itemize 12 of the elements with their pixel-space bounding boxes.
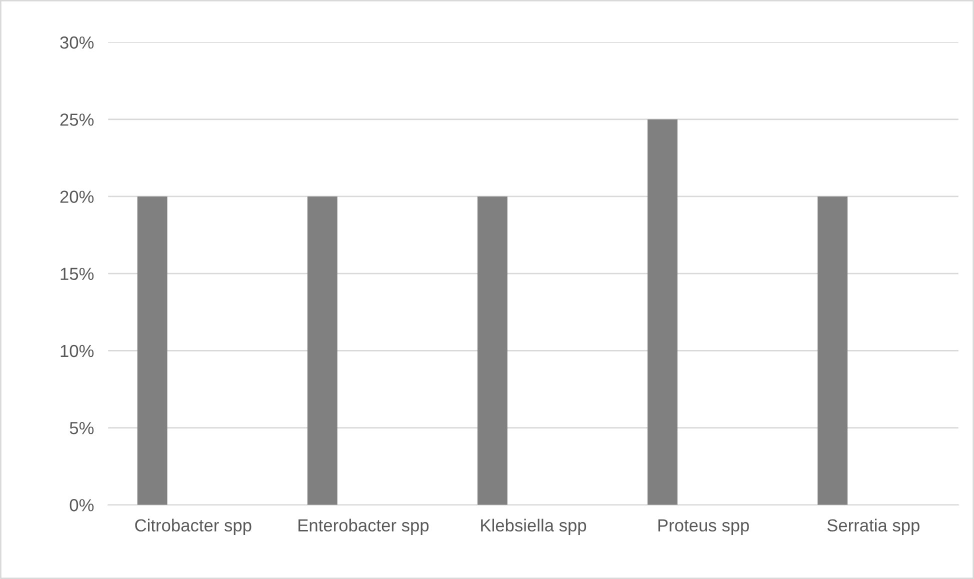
- y-tick-label: 15%: [60, 268, 94, 280]
- y-tick-label: 30%: [60, 36, 94, 49]
- x-tick-label: Proteus spp: [658, 519, 749, 535]
- y-tick-label: 10%: [60, 344, 94, 358]
- y-tick-label: 25%: [60, 114, 94, 126]
- x-tick-label: Klebsiella spp: [481, 518, 586, 535]
- y-tick-label: 20%: [60, 190, 94, 203]
- x-tick-label: Serratia spp: [827, 518, 920, 535]
- y-tick-label: 5%: [70, 422, 94, 434]
- x-tick-label: Citrobacter spp: [135, 518, 252, 535]
- y-tick-label: 0%: [70, 499, 94, 512]
- x-tick-label: Enterobacter spp: [298, 518, 429, 535]
